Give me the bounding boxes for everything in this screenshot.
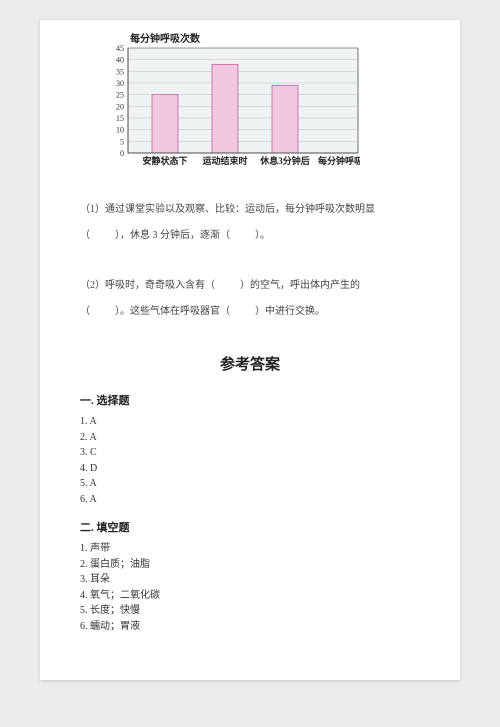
choice-answer-item: 1. A [80, 414, 420, 430]
fill-answer-item: 4. 氧气；二氧化碳 [80, 588, 420, 604]
page: 每分钟呼吸次数 0 5 10 15 20 25 30 35 40 45 安静状态下 运动结束时 休息3分钟… [40, 20, 460, 680]
svg-text:安静状态下: 安静状态下 [142, 155, 187, 166]
bar-chart: 每分钟呼吸次数 0 5 10 15 20 25 30 35 40 45 安静状态下 运动结束时 休息3分钟… [100, 30, 420, 173]
svg-text:35: 35 [116, 67, 124, 76]
fill-answer-item: 6. 蠕动；胃液 [80, 619, 420, 635]
chart-svg: 每分钟呼吸次数 0 5 10 15 20 25 30 35 40 45 安静状态下 运动结束时 休息3分钟… [100, 30, 360, 170]
choice-answer-item: 4. D [80, 461, 420, 477]
svg-text:15: 15 [116, 114, 124, 123]
svg-text:40: 40 [116, 56, 124, 65]
svg-text:45: 45 [116, 44, 124, 53]
svg-text:25: 25 [116, 91, 124, 100]
question-1: （1）通过课堂实验以及观察、比较：运动后，每分钟呼吸次数明显 （ ），休息 3 … [80, 197, 420, 249]
svg-text:10: 10 [116, 126, 124, 135]
choice-answer-item: 5. A [80, 476, 420, 492]
fill-answer-item: 3. 耳朵 [80, 572, 420, 588]
fill-answer-item: 1. 声带 [80, 541, 420, 557]
fill-answer-item: 5. 长度；快慢 [80, 603, 420, 619]
svg-text:5: 5 [120, 137, 124, 146]
section-fill-head: 二. 填空题 [80, 519, 420, 535]
svg-text:每分钟呼吸次数: 每分钟呼吸次数 [130, 32, 201, 45]
q2-line2: （ ）。这些气体在呼吸器官（ ）中进行交换。 [80, 299, 420, 325]
choice-answers: 1. A2. A3. C4. D5. A6. A [80, 414, 420, 507]
q1-line2: （ ），休息 3 分钟后，逐渐（ ）。 [80, 223, 420, 249]
answers-title: 参考答案 [80, 353, 420, 374]
svg-text:20: 20 [116, 102, 124, 111]
choice-answer-item: 3. C [80, 445, 420, 461]
fill-answers: 1. 声带2. 蛋白质；油脂3. 耳朵4. 氧气；二氧化碳5. 长度；快慢6. … [80, 541, 420, 634]
question-2: （2）呼吸时，奇奇吸入含有（ ）的空气，呼出体内产生的 （ ）。这些气体在呼吸器… [80, 273, 420, 325]
fill-answer-item: 2. 蛋白质；油脂 [80, 557, 420, 573]
q2-line1: （2）呼吸时，奇奇吸入含有（ ）的空气，呼出体内产生的 [80, 273, 420, 299]
q1-line1: （1）通过课堂实验以及观察、比较：运动后，每分钟呼吸次数明显 [80, 197, 420, 223]
choice-answer-item: 6. A [80, 492, 420, 508]
choice-answer-item: 2. A [80, 430, 420, 446]
svg-text:运动结束时: 运动结束时 [202, 155, 247, 166]
svg-text:30: 30 [116, 79, 124, 88]
svg-text:0: 0 [120, 149, 124, 158]
section-choice-head: 一. 选择题 [80, 392, 420, 408]
svg-text:每分钟呼吸次数: 每分钟呼吸次数 [318, 155, 360, 166]
svg-text:休息3分钟后: 休息3分钟后 [259, 155, 310, 166]
